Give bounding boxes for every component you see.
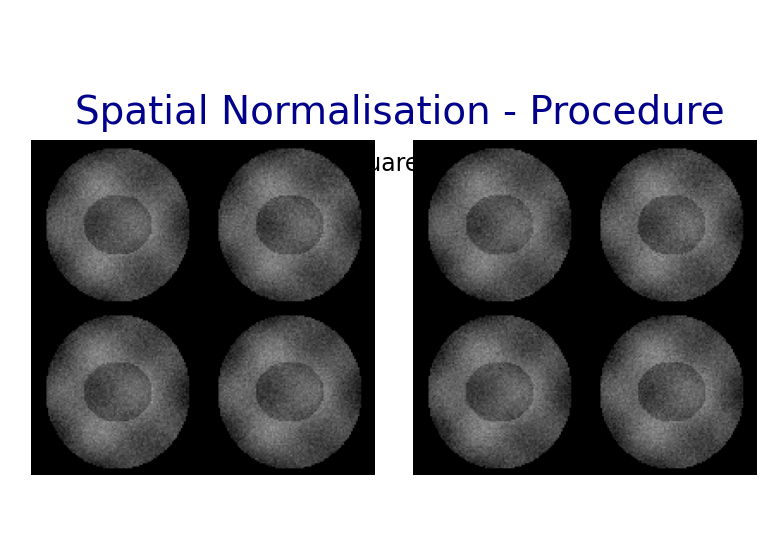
Text: Minimise mean squared difference from template: Minimise mean squared difference from te… xyxy=(152,152,737,176)
Text: Non-linear registration: Non-linear registration xyxy=(425,447,676,467)
Text: *: * xyxy=(122,156,135,183)
Text: Spatial Normalisation - Procedure: Spatial Normalisation - Procedure xyxy=(75,94,725,132)
Text: Affine registration: Affine registration xyxy=(154,447,355,467)
Text: image(s): image(s) xyxy=(152,181,256,205)
